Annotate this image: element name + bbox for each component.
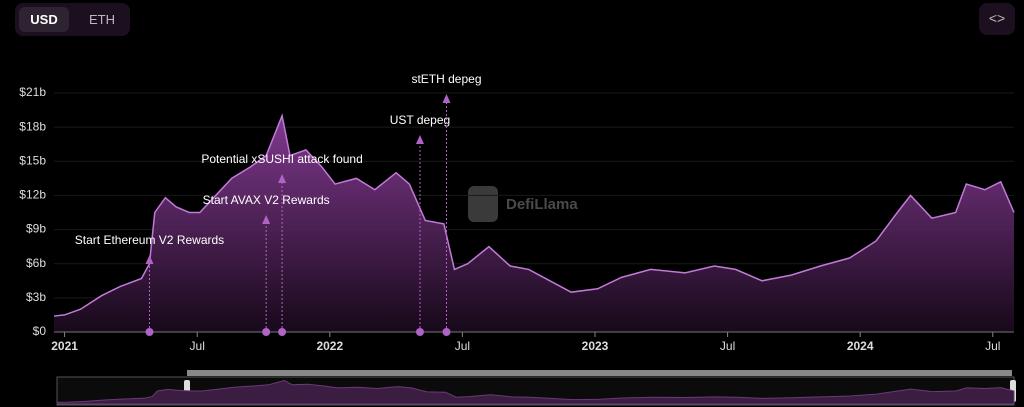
annotation-label: Start AVAX V2 Rewards	[203, 193, 330, 207]
annotation-label: Potential xSUSHI attack found	[201, 152, 362, 166]
annotation-dot	[415, 328, 424, 336]
currency-toggle: USD ETH	[15, 3, 130, 36]
annotation-arrow	[278, 174, 287, 183]
x-tick-label: 2022	[316, 339, 343, 353]
range-brush[interactable]	[56, 370, 1016, 406]
y-tick-label: $21b	[19, 85, 46, 99]
watermark-logo	[468, 186, 498, 222]
annotation-dot	[262, 328, 271, 336]
x-tick-label: 2024	[847, 339, 874, 353]
eth-button[interactable]: ETH	[89, 12, 115, 27]
y-tick-label: $3b	[26, 290, 46, 304]
watermark: DefiLlama	[468, 186, 578, 222]
x-tick-label: Jul	[190, 339, 205, 353]
x-tick-label: Jul	[455, 339, 470, 353]
annotation-dot	[278, 328, 287, 336]
tvl-line	[53, 113, 1015, 317]
annotation-label: Start Ethereum V2 Rewards	[75, 233, 224, 247]
x-tick-label: 2021	[51, 339, 78, 353]
embed-button[interactable]: <>	[979, 3, 1015, 35]
annotation-dot	[442, 328, 451, 336]
annotation-arrow	[262, 215, 271, 224]
annotation-label: stETH depeg	[411, 72, 481, 86]
area-fill	[54, 115, 1014, 332]
x-tick-label: Jul	[720, 339, 735, 353]
y-tick-label: $18b	[19, 119, 46, 133]
y-tick-label: $15b	[19, 153, 46, 167]
annotation-arrow	[415, 135, 424, 144]
x-tick-label: Jul	[985, 339, 1000, 353]
y-tick-label: $0	[33, 324, 47, 338]
y-tick-label: $6b	[26, 256, 46, 270]
annotation-arrow	[145, 255, 154, 264]
watermark-text: DefiLlama	[506, 196, 578, 213]
y-tick-label: $12b	[19, 188, 46, 202]
annotation-label: UST depeg	[390, 113, 451, 127]
brush-preview	[56, 379, 1015, 405]
x-tick-label: 2023	[582, 339, 609, 353]
y-tick-label: $9b	[26, 222, 46, 236]
brush-handle-bar[interactable]	[187, 370, 1012, 376]
annotation-arrow	[442, 94, 451, 103]
usd-button[interactable]: USD	[19, 7, 69, 32]
annotation-dot	[145, 328, 154, 336]
